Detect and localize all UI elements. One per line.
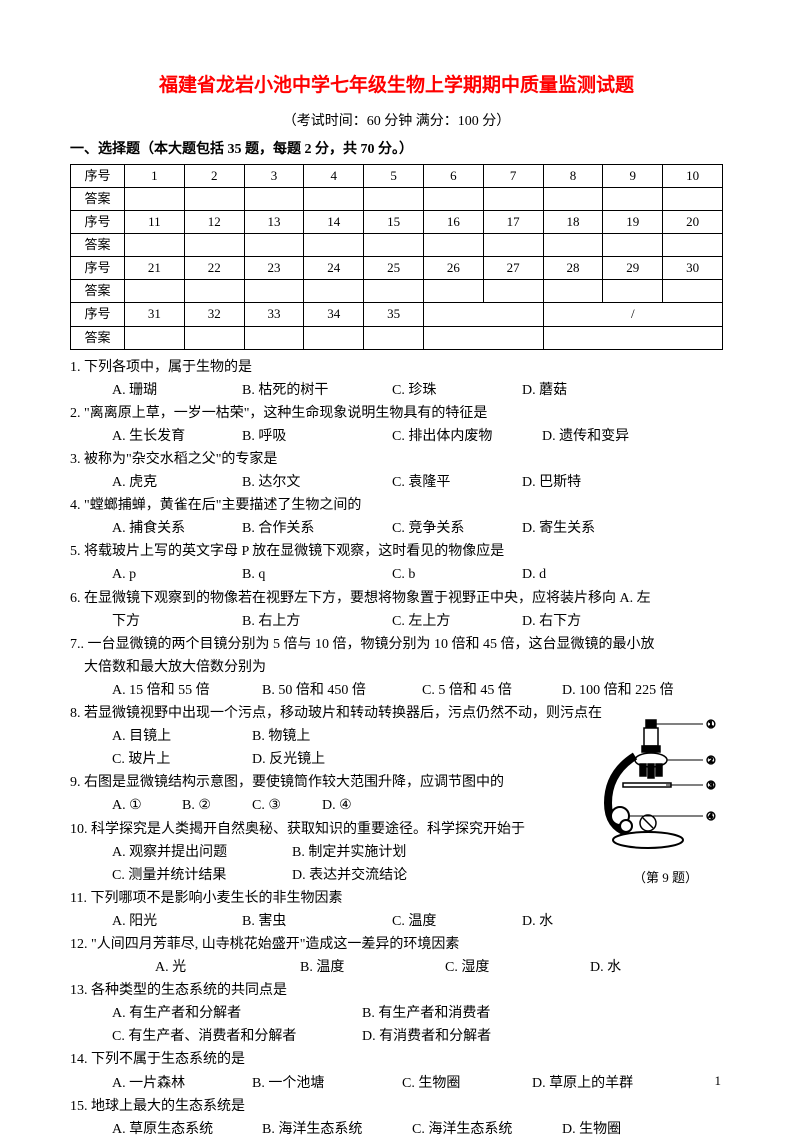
q4: 4. "螳螂捕蝉，黄雀在后"主要描述了生物之间的 A. 捕食关系B. 合作关系C… bbox=[70, 494, 723, 540]
svg-text:①: ① bbox=[706, 719, 716, 731]
q5: 5. 将载玻片上写的英文字母 P 放在显微镜下观察，这时看见的物像应是 A. p… bbox=[70, 540, 723, 586]
page-number: 1 bbox=[715, 1070, 722, 1092]
svg-text:④: ④ bbox=[706, 811, 716, 823]
microscope-figure: ① ② ③ ④ bbox=[588, 718, 718, 863]
q14: 14. 下列不属于生态系统的是 A. 一片森林B. 一个池塘C. 生物圈D. 草… bbox=[70, 1048, 723, 1094]
q6: 6. 在显微镜下观察到的物像若在视野左下方，要想将物象置于视野正中央，应将装片移… bbox=[70, 587, 723, 633]
q1: 1. 下列各项中，属于生物的是 A. 珊瑚B. 枯死的树干C. 珍珠D. 蘑菇 bbox=[70, 356, 723, 402]
grid-label: 序号 bbox=[71, 164, 125, 187]
exam-info: （考试时间：60 分钟 满分：100 分） bbox=[70, 110, 723, 134]
figure-caption: （第 9 题） bbox=[633, 867, 698, 889]
answer-grid: 序号12345678910 答案 序号11121314151617181920 … bbox=[70, 164, 723, 350]
section-1-header: 一、选择题（本大题包括 35 题，每题 2 分，共 70 分。） bbox=[70, 138, 723, 162]
q12: 12. "人间四月芳菲尽, 山寺桃花始盛开"造成这一差异的环境因素 A. 光B.… bbox=[70, 933, 723, 979]
q11: 11. 下列哪项不是影响小麦生长的非生物因素 A. 阳光B. 害虫C. 温度D.… bbox=[70, 887, 723, 933]
svg-text:③: ③ bbox=[706, 780, 716, 792]
q3: 3. 被称为"杂交水稻之父"的专家是 A. 虎克B. 达尔文C. 袁隆平D. 巴… bbox=[70, 448, 723, 494]
q15: 15. 地球上最大的生态系统是 A. 草原生态系统B. 海洋生态系统C. 海洋生… bbox=[70, 1095, 723, 1141]
page-title: 福建省龙岩小池中学七年级生物上学期期中质量监测试题 bbox=[70, 70, 723, 102]
microscope-icon: ① ② ③ ④ bbox=[588, 718, 718, 863]
q7: 7.. 一台显微镜的两个目镜分别为 5 倍与 10 倍，物镜分别为 10 倍和 … bbox=[70, 633, 723, 702]
svg-text:②: ② bbox=[706, 755, 716, 767]
q13: 13. 各种类型的生态系统的共同点是 A. 有生产者和分解者B. 有生产者和消费… bbox=[70, 979, 723, 1048]
q2: 2. "离离原上草，一岁一枯荣"，这种生命现象说明生物具有的特征是 A. 生长发… bbox=[70, 402, 723, 448]
